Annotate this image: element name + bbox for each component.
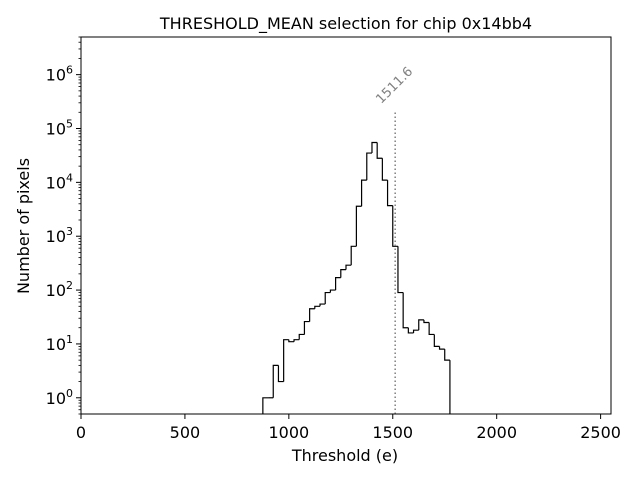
- histogram-bin: [423, 319, 430, 324]
- histogram-bin: [418, 319, 424, 331]
- histogram-bin: [288, 339, 295, 343]
- y-axis: 100 101 102 103 104 105 106: [46, 36, 81, 415]
- histogram-bin: [412, 329, 419, 333]
- histogram-bin: [360, 179, 367, 207]
- histogram-bin: [350, 245, 357, 266]
- histogram-bin: [262, 397, 269, 414]
- x-tick-label: 1500: [372, 423, 413, 442]
- histogram-bin: [407, 327, 414, 334]
- histogram-bin: [293, 339, 300, 342]
- y-tick-label: 106: [46, 64, 73, 85]
- histogram-bin: [314, 305, 321, 309]
- x-tick-label: 2500: [580, 423, 621, 442]
- histogram-bin: [272, 364, 279, 398]
- histogram-bin: [335, 277, 341, 291]
- y-tick-label: 103: [46, 225, 73, 246]
- y-tick-label: 104: [46, 171, 73, 192]
- histogram-bin: [438, 346, 445, 350]
- histogram-bin: [340, 269, 346, 278]
- x-tick-label: 1000: [268, 423, 309, 442]
- histogram-bin: [433, 334, 440, 347]
- y-tick-label: 102: [46, 279, 73, 300]
- histogram-bin: [366, 152, 372, 181]
- x-axis-label: Threshold (e): [291, 446, 398, 465]
- histogram-bin: [309, 308, 315, 322]
- x-tick-label: 2000: [476, 423, 517, 442]
- y-tick-label: 100: [46, 387, 73, 408]
- histogram-bin: [392, 205, 398, 247]
- x-tick-label: 500: [170, 423, 201, 442]
- histogram-bin: [371, 141, 378, 154]
- histogram-bin: [298, 333, 305, 340]
- histogram-bin: [319, 303, 326, 307]
- histogram-bin: [402, 292, 409, 329]
- y-tick-label: 101: [46, 333, 73, 354]
- x-axis: 0 500 1000 1500 2000 2500: [76, 414, 621, 442]
- histogram-bin: [283, 339, 289, 382]
- histogram-bin: [345, 264, 352, 270]
- histogram-bin: [386, 180, 393, 207]
- histogram-bin: [428, 322, 435, 336]
- histogram-bin: [324, 291, 331, 305]
- chart-title: THRESHOLD_MEAN selection for chip 0x14bb…: [159, 14, 532, 34]
- histogram-bin: [355, 205, 362, 247]
- histogram-bin: [381, 158, 388, 181]
- plot-frame: [80, 36, 612, 415]
- x-tick-label: 0: [76, 423, 86, 442]
- histogram-bin: [397, 246, 404, 294]
- y-axis-label: Number of pixels: [14, 158, 33, 294]
- histogram-bin: [277, 365, 284, 383]
- histogram-bin: [376, 142, 383, 159]
- histogram-bin: [444, 349, 450, 361]
- histogram-bin: [329, 289, 336, 293]
- histogram-bin: [303, 320, 310, 335]
- y-tick-label: 105: [46, 118, 73, 139]
